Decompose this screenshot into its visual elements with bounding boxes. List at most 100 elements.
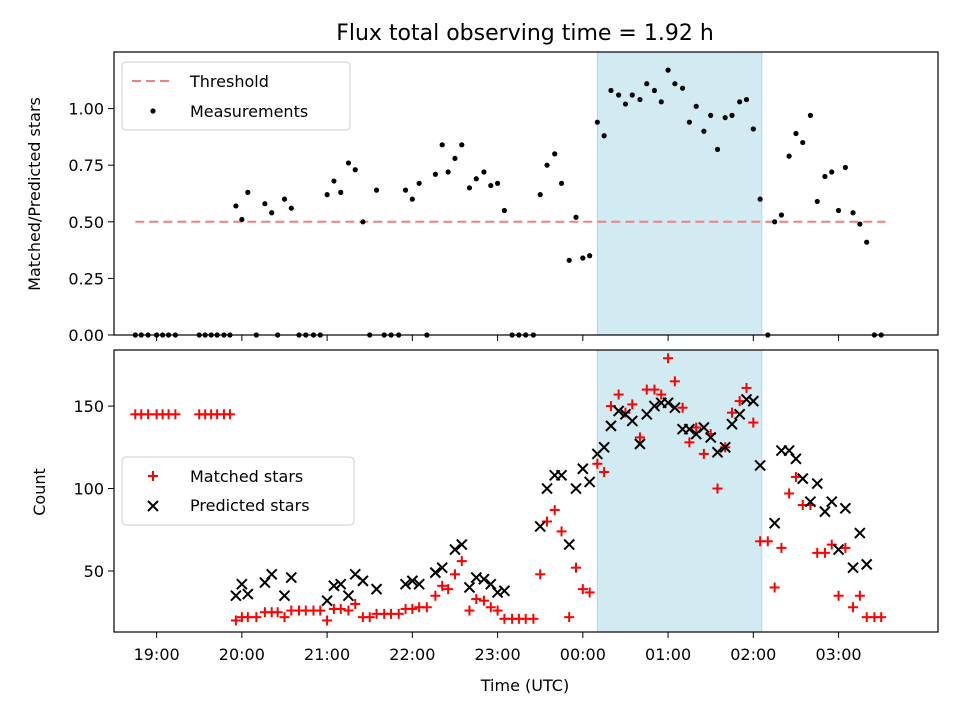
measurement-point: [644, 81, 650, 87]
predicted-star-point: [783, 444, 795, 457]
measurement-point: [573, 214, 579, 220]
predicted-star-point: [605, 420, 617, 432]
x-marker-b: [534, 520, 546, 533]
y-tick-label: 0.50: [68, 213, 104, 232]
x-tick-label: 22:00: [389, 645, 435, 664]
measurement-point: [373, 187, 380, 193]
matched-star-point: [620, 407, 631, 418]
top-y-axis-label: Matched/Predicted stars: [25, 97, 44, 291]
matched-star-point: [556, 526, 567, 537]
x-tick-label: 01:00: [645, 645, 691, 664]
matched-star-point: [698, 448, 709, 459]
bottom-y-ticks: 50 100 150: [73, 397, 114, 581]
measurement-points: [132, 67, 884, 338]
predicted-star-point: [491, 586, 504, 599]
matched-star-point: [854, 590, 865, 601]
measurement-point: [857, 221, 863, 227]
measurement-point: [658, 99, 664, 105]
matched-star-point: [669, 376, 680, 387]
x-marker-b: [819, 505, 831, 518]
legend-predicted-swatch: [147, 500, 159, 512]
predicted-star-point: [342, 590, 355, 602]
measurement-point: [822, 173, 828, 180]
matched-star-point: [769, 582, 780, 593]
x-tick-label: 03:00: [816, 645, 862, 664]
measurement-point: [793, 130, 799, 137]
predicted-star-point: [854, 527, 866, 539]
matched-star-point: [790, 471, 801, 482]
measurement-point: [778, 212, 785, 218]
matched-star-point: [170, 409, 181, 420]
measurement-point: [466, 185, 473, 191]
x-marker-b: [811, 477, 823, 490]
predicted-star-point: [698, 421, 710, 434]
predicted-star-point: [577, 463, 589, 475]
measurement-point: [432, 171, 438, 177]
measurement-point: [829, 169, 835, 175]
bottom-axes-frame: [113, 349, 939, 633]
x-marker-b: [669, 402, 681, 414]
x-marker-b: [797, 472, 809, 485]
x-marker-b: [719, 441, 731, 454]
measurement-point: [750, 126, 756, 132]
measurement-point: [409, 196, 415, 202]
predicted-star-point: [747, 395, 760, 407]
x-marker-b: [335, 578, 347, 590]
measurement-point: [693, 103, 699, 109]
predicted-star-point: [399, 578, 412, 590]
predicted-star-point: [634, 438, 646, 450]
matched-star-points: [130, 353, 887, 626]
y-tick-label: 1.00: [68, 100, 104, 119]
predicted-star-point: [790, 453, 802, 465]
x-marker-b: [328, 580, 340, 592]
predicted-star-point: [541, 482, 553, 495]
matched-star-point: [748, 417, 759, 428]
x-marker-b: [754, 459, 766, 472]
predicted-star-point: [259, 576, 271, 589]
matched-star-point: [535, 569, 546, 580]
measurement-point: [622, 101, 629, 107]
x-marker-b: [342, 590, 355, 602]
matched-star-point: [343, 605, 354, 616]
top-shaded-interval: [596, 51, 763, 336]
matched-star-point: [272, 607, 283, 618]
measurement-point: [587, 253, 593, 259]
predicted-star-point: [278, 590, 291, 602]
legend-matched-swatch: [148, 471, 158, 481]
matched-star-point: [833, 590, 844, 601]
x-marker-b: [768, 517, 781, 529]
x-marker-b: [429, 566, 442, 579]
matched-star-point: [571, 562, 582, 573]
predicted-star-point: [335, 578, 347, 590]
x-marker-b: [704, 431, 717, 444]
x-marker-b: [236, 578, 248, 590]
x-marker-b: [541, 482, 553, 495]
x-marker-b: [832, 543, 845, 556]
matched-star-point: [335, 603, 346, 614]
x-marker-b: [619, 408, 632, 421]
x-marker-b: [783, 444, 795, 457]
predicted-star-point: [811, 477, 823, 490]
measurement-point: [629, 92, 635, 98]
matched-star-point: [421, 602, 432, 613]
measurement-point: [245, 189, 251, 195]
x-marker-b: [854, 527, 866, 539]
matched-star-point: [840, 542, 851, 553]
x-marker-b: [698, 421, 710, 434]
x-marker-b: [370, 583, 383, 595]
matched-star-point: [528, 613, 539, 624]
predicted-star-point: [797, 472, 809, 485]
matched-star-point: [251, 612, 262, 623]
y-tick-label: 50: [84, 562, 104, 581]
measurement-point: [544, 162, 550, 168]
matched-star-point: [350, 598, 361, 609]
predicted-star-point: [321, 594, 333, 607]
predicted-star-point: [754, 459, 766, 472]
x-tick-label: 23:00: [475, 645, 521, 664]
x-marker-b: [683, 423, 696, 435]
y-tick-label: 100: [73, 480, 104, 499]
predicted-star-point: [704, 431, 717, 444]
measurement-point: [729, 112, 735, 118]
predicted-star-point: [236, 578, 248, 590]
